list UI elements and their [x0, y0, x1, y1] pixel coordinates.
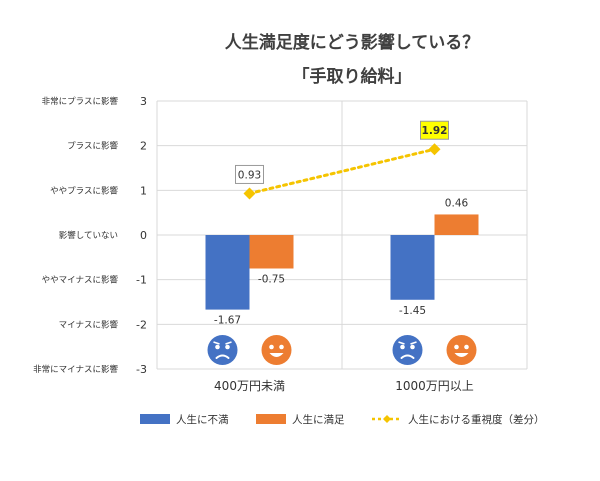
sad-face-icon — [207, 335, 238, 365]
bar — [434, 214, 479, 235]
bar-data-label: -0.75 — [258, 274, 285, 286]
line-point — [243, 187, 256, 200]
smile-face-icon-bg — [446, 335, 477, 365]
legend-label: 人生における重視度（差分） — [408, 413, 545, 426]
bar-data-label: 0.46 — [445, 197, 469, 209]
y-tick-label: -2 — [136, 318, 147, 331]
face-eye — [454, 344, 459, 350]
x-category-label: 400万円未満 — [214, 379, 285, 393]
y-category-label: 影響していない — [59, 230, 118, 241]
face-brow — [410, 341, 417, 345]
face-mouth — [454, 353, 469, 357]
smile-face-icon — [261, 335, 292, 365]
face-brow — [213, 341, 220, 345]
legend-swatch — [140, 414, 170, 424]
chart-subtitle: 「手取り給料」 — [293, 66, 412, 87]
y-category-label: マイナスに影響 — [59, 319, 119, 330]
y-category-label: ややマイナスに影響 — [42, 275, 119, 286]
line-data-label: 1.92 — [422, 125, 448, 137]
y-tick-label: -1 — [136, 274, 147, 287]
face-brow — [398, 341, 405, 345]
face-brow — [225, 341, 232, 345]
bar — [390, 235, 435, 300]
sad-face-icon-bg — [392, 335, 423, 365]
y-category-label: 非常にプラスに影響 — [42, 96, 119, 107]
face-eye — [225, 344, 230, 350]
line-data-label: 0.93 — [238, 169, 261, 181]
sad-face-icon-bg — [207, 335, 238, 365]
face-mouth — [215, 354, 230, 359]
y-category-label: プラスに影響 — [67, 141, 118, 152]
legend-swatch — [256, 414, 286, 424]
y-tick-label: 0 — [140, 229, 147, 242]
legend-label: 人生に満足 — [292, 413, 345, 426]
y-tick-label: 2 — [140, 140, 147, 153]
bar — [249, 235, 294, 269]
legend-marker — [383, 415, 391, 423]
line-label-box — [235, 164, 264, 184]
legend-label: 人生に不満 — [176, 413, 229, 426]
line-series — [248, 147, 436, 195]
sad-face-icon — [392, 335, 423, 365]
legend: 人生に不満 人生に満足 人生における重視度（差分） — [140, 413, 545, 426]
line-point — [428, 143, 441, 156]
face-eye — [464, 344, 469, 350]
face-eye — [269, 344, 274, 350]
bar-data-label: -1.67 — [214, 315, 241, 327]
bar-data-label: -1.45 — [399, 305, 426, 317]
face-mouth — [400, 354, 415, 359]
bar — [205, 235, 250, 310]
x-category-label: 1000万円以上 — [395, 379, 474, 393]
face-eye — [400, 344, 405, 350]
plot-area: 3 非常にプラスに影響 2 プラスに影響 1 ややプラスに影響 0 影響していない -1 ややマイ… — [33, 95, 528, 393]
y-tick-label: -3 — [136, 363, 147, 376]
line-label-box — [420, 120, 449, 140]
y-category-label: 非常にマイナスに影響 — [33, 364, 118, 375]
smile-face-icon — [446, 335, 477, 365]
y-tick-label: 1 — [140, 184, 147, 197]
y-tick-label: 3 — [140, 95, 147, 108]
face-mouth — [269, 353, 284, 357]
smile-face-icon-bg — [261, 335, 292, 365]
chart-title: 人生満足度にどう影響している？ — [225, 32, 480, 53]
face-eye — [215, 344, 220, 350]
y-category-label: ややプラスに影響 — [50, 185, 118, 196]
face-eye — [410, 344, 415, 350]
face-eye — [279, 344, 284, 350]
